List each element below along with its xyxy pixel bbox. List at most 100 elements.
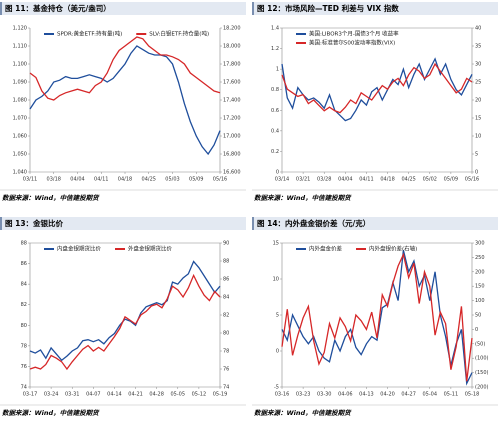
x-tick-label: 04/11 [94,177,108,183]
x-tick-label: 04-07 [86,392,101,398]
figure-title-bar [252,2,498,15]
y2-tick-label: 0 [475,327,478,333]
y2-tick-label: 300 [475,241,485,247]
y2-tick-label: 78 [223,349,229,355]
figure-title: 图 14：内外盘金银价差（元/克） [257,218,370,228]
y-tick-label: 1 [276,67,279,73]
y-tick-label: 80 [21,323,27,329]
series-line [29,45,221,156]
y2-tick-label: (150) [475,370,488,376]
x-tick-label: 05-19 [213,392,228,398]
x-tick-label: 04-06 [338,392,353,398]
y-tick-label: 0.8 [271,87,279,93]
y-tick-label: 76 [21,364,27,370]
y2-tick-label: 15 [475,116,481,122]
legend-label: SPDR:黄金ETF:持有量(吨) [57,30,122,38]
figure-title-accent [252,2,254,15]
x-tick-label: 05-12 [192,392,207,398]
figure-source: 数据来源：Wind，中信建投期货 [254,194,352,202]
x-tick-label: 05/09 [444,177,458,183]
y2-tick-label: 10 [475,134,481,140]
y2-tick-label: 18,200 [223,26,241,32]
y-tick-label: 0.2 [271,149,279,155]
y2-tick-label: 35 [475,44,481,50]
y-tick-label: 1,120 [13,26,27,32]
y-tick-label: 1,110 [13,44,27,50]
figure-title-accent [0,2,2,15]
y-tick-label: 15 [273,241,279,247]
y-tick-label: 5 [276,313,279,319]
y2-tick-label: 100 [475,298,485,304]
y-tick-label: 10 [273,277,279,283]
y2-tick-label: 84 [223,295,229,301]
y-tick-label: 0.4 [271,128,279,134]
y-tick-label: 0 [276,349,279,355]
figure-source: 数据来源：Wind，中信建投期货 [2,194,100,202]
figure-title: 图 12：市场风险—TED 利差与 VIX 指数 [257,3,399,13]
x-tick-label: 05/09 [189,177,203,183]
x-tick-label: 03/18 [47,177,61,183]
y-tick-label: 1,040 [13,170,27,176]
figure-title: 图 11：基金持仓（美元/盎司） [5,3,111,13]
y2-tick-label: 20 [475,98,481,104]
y2-tick-label: 25 [475,80,481,86]
x-tick-label: 03/28 [317,177,331,183]
y2-tick-label: 0 [475,170,478,176]
figure-title-bar [252,217,498,230]
x-tick-label: 03/11 [23,177,37,183]
y2-tick-label: 80 [223,331,229,337]
y2-tick-label: (100) [475,356,488,362]
y-tick-label: 74 [21,385,27,391]
x-tick-label: 04-14 [107,392,122,398]
y-tick-label: 86 [21,261,27,267]
y2-tick-label: 82 [223,313,229,319]
figure-title-bar [0,217,246,230]
y-tick-label: 1,060 [13,134,27,140]
legend-label: 内外盘银价差(右轴) [369,245,417,253]
y2-tick-label: 250 [475,255,485,261]
x-tick-label: 05/03 [165,177,179,183]
legend-label: 外盘金银期货比价 [128,245,173,253]
x-tick-label: 05-05 [171,392,186,398]
x-tick-label: 03-16 [275,392,290,398]
y2-tick-label: 17,000 [223,134,241,140]
y2-tick-label: 200 [475,269,485,275]
x-tick-label: 04/25 [401,177,415,183]
series-line [281,57,473,122]
x-tick-label: 04-13 [359,392,374,398]
y-tick-label: 1,090 [13,80,27,86]
y-tick-label: 1,080 [13,98,27,104]
x-tick-label: 04/25 [142,177,156,183]
y-tick-label: 0.6 [271,108,279,114]
y2-tick-label: 90 [223,241,229,247]
y-tick-label: 78 [21,343,27,349]
y2-tick-label: 30 [475,62,481,68]
y-tick-label: 1,070 [13,116,27,122]
figure-source: 数据来源：Wind，中信建投期货 [2,409,100,417]
y2-tick-label: 74 [223,385,229,391]
series-line [29,36,221,101]
y2-tick-label: 16,800 [223,152,241,158]
x-tick-label: 03/21 [296,177,310,183]
y-tick-label: 1.2 [271,46,279,52]
x-tick-label: 04-21 [128,392,143,398]
x-tick-label: 05-04 [423,392,438,398]
figure-source: 数据来源：Wind，中信建投期货 [254,409,352,417]
x-tick-label: 04-27 [401,392,416,398]
legend-label: SLV:白银ETF:持仓量(吨) [149,30,209,38]
y2-tick-label: 5 [475,152,478,158]
x-tick-label: 03-17 [23,392,38,398]
x-tick-label: 04/11 [359,177,373,183]
y2-tick-label: 16,600 [223,170,241,176]
figure-title-accent [252,217,254,230]
x-tick-label: 03/14 [275,177,289,183]
series-line [29,260,221,362]
y2-tick-label: (200) [475,385,488,391]
legend-label: 内盘金银期货比价 [57,245,102,253]
legend-label: 内外盘金价差 [309,245,343,253]
y2-tick-label: 76 [223,367,229,373]
y2-tick-label: 150 [475,284,485,290]
x-tick-label: 04/04 [70,177,84,183]
x-tick-label: 04/04 [338,177,352,183]
y-tick-label: 1,100 [13,62,27,68]
